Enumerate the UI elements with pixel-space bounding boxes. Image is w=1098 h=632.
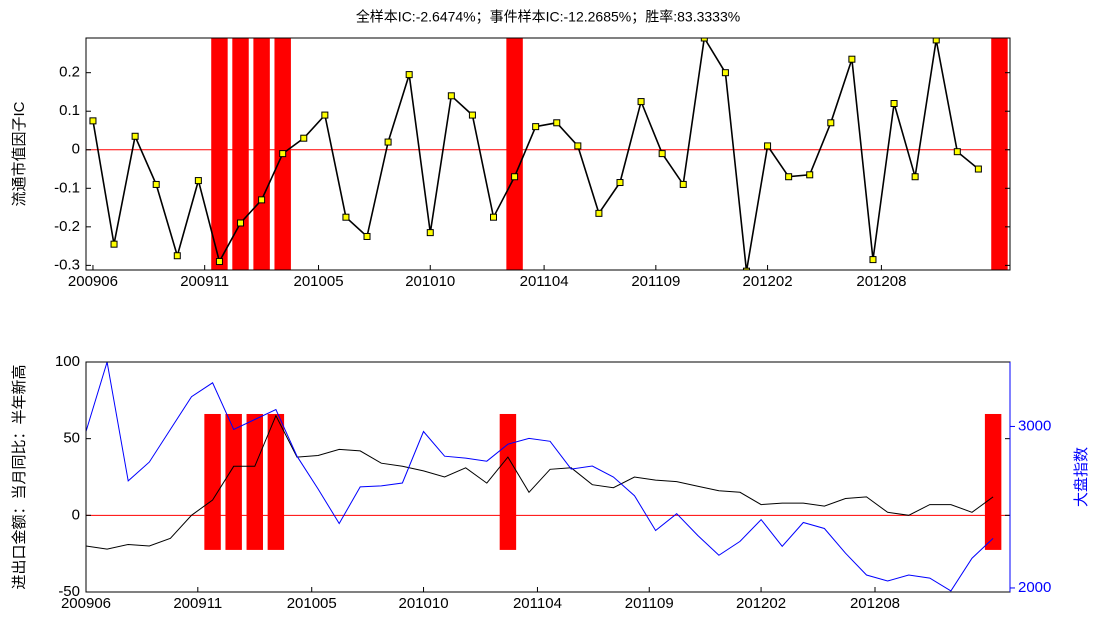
y-axis-label: 流通市值因子IC <box>11 101 28 206</box>
marker <box>279 150 287 158</box>
marker <box>806 171 814 179</box>
event-bar <box>499 413 517 550</box>
x-tick-label: 200911 <box>180 273 229 290</box>
marker <box>658 150 666 158</box>
plot <box>86 38 1010 270</box>
x-tick-label: 201109 <box>625 595 674 612</box>
event-bar <box>984 413 1002 550</box>
marker <box>953 148 961 156</box>
marker <box>258 196 266 204</box>
marker <box>553 119 561 127</box>
y-tick-label: -0.1 <box>54 179 80 196</box>
marker <box>426 229 434 237</box>
marker <box>637 98 645 106</box>
marker <box>532 123 540 131</box>
y-tick-label: 100 <box>55 353 80 370</box>
marker <box>974 165 982 173</box>
plot-frame <box>85 361 1011 593</box>
marker <box>869 256 877 264</box>
y2-tick-label: 3000 <box>1018 417 1051 434</box>
event-bar <box>225 413 242 550</box>
marker <box>911 173 919 181</box>
marker <box>827 119 835 127</box>
marker <box>384 138 392 146</box>
marker <box>321 111 329 119</box>
marker <box>363 232 371 240</box>
event-bar <box>267 413 285 550</box>
event-bar <box>211 38 228 270</box>
marker <box>785 173 793 181</box>
y-tick-label: 0.1 <box>59 102 80 119</box>
y-tick-label: 50 <box>63 430 80 447</box>
x-tick-label: 201109 <box>631 273 680 290</box>
x-tick-label: 201104 <box>513 595 562 612</box>
marker <box>215 258 223 266</box>
x-tick-label: 201005 <box>287 595 337 612</box>
y-axis-label: 进出口金额：当月同比：半年新高 <box>11 364 28 589</box>
marker <box>848 55 856 63</box>
marker <box>152 180 160 188</box>
marker <box>616 179 624 187</box>
marker <box>300 134 308 142</box>
x-tick-label: 201104 <box>520 273 569 290</box>
marker <box>721 69 729 77</box>
marker <box>110 240 118 248</box>
plot <box>86 362 1010 592</box>
marker <box>574 142 582 150</box>
marker <box>742 267 750 270</box>
marker <box>679 180 687 188</box>
y-tick-label: -0.2 <box>54 218 80 235</box>
x-tick-label: 201202 <box>736 595 786 612</box>
y-tick-label: -50 <box>58 583 80 600</box>
x-tick-label: 200906 <box>68 273 118 290</box>
chart-title: 全样本IC:-2.6474%；事件样本IC:-12.2685%；胜率:83.33… <box>356 9 740 26</box>
series-line <box>86 362 994 592</box>
x-tick-label: 201010 <box>405 273 455 290</box>
marker <box>447 92 455 100</box>
event-bar <box>204 413 221 550</box>
event-bar <box>991 38 1008 270</box>
marker <box>173 252 181 260</box>
marker <box>468 111 476 119</box>
marker <box>700 38 708 42</box>
event-bar <box>246 413 263 550</box>
event-bar <box>253 38 270 270</box>
x-tick-label: 201208 <box>856 273 906 290</box>
marker <box>131 132 139 140</box>
plot-frame <box>85 37 1011 271</box>
marker <box>342 213 350 221</box>
marker <box>490 213 498 221</box>
x-tick-label: 201202 <box>743 273 793 290</box>
x-tick-label: 200911 <box>173 595 222 612</box>
event-bar <box>232 38 249 270</box>
marker <box>237 219 245 227</box>
marker <box>405 71 413 79</box>
x-tick-label: 200906 <box>61 595 111 612</box>
x-tick-label: 201005 <box>293 273 343 290</box>
y-tick-label: 0 <box>72 141 80 158</box>
x-tick-label: 201208 <box>850 595 900 612</box>
marker <box>89 117 97 125</box>
x-tick-label: 201010 <box>399 595 449 612</box>
marker <box>194 177 202 185</box>
y-tick-label: -0.3 <box>54 256 80 273</box>
y2-axis-label: 大盘指数 <box>1072 447 1090 507</box>
event-bar <box>506 38 523 270</box>
y-tick-label: 0 <box>72 506 80 523</box>
y-tick-label: 0.2 <box>59 64 80 81</box>
marker <box>764 142 772 150</box>
series-line <box>86 414 994 550</box>
marker <box>511 173 519 181</box>
y2-tick-label: 2000 <box>1018 579 1051 596</box>
marker <box>595 209 603 217</box>
marker <box>890 100 898 108</box>
marker <box>932 38 940 44</box>
